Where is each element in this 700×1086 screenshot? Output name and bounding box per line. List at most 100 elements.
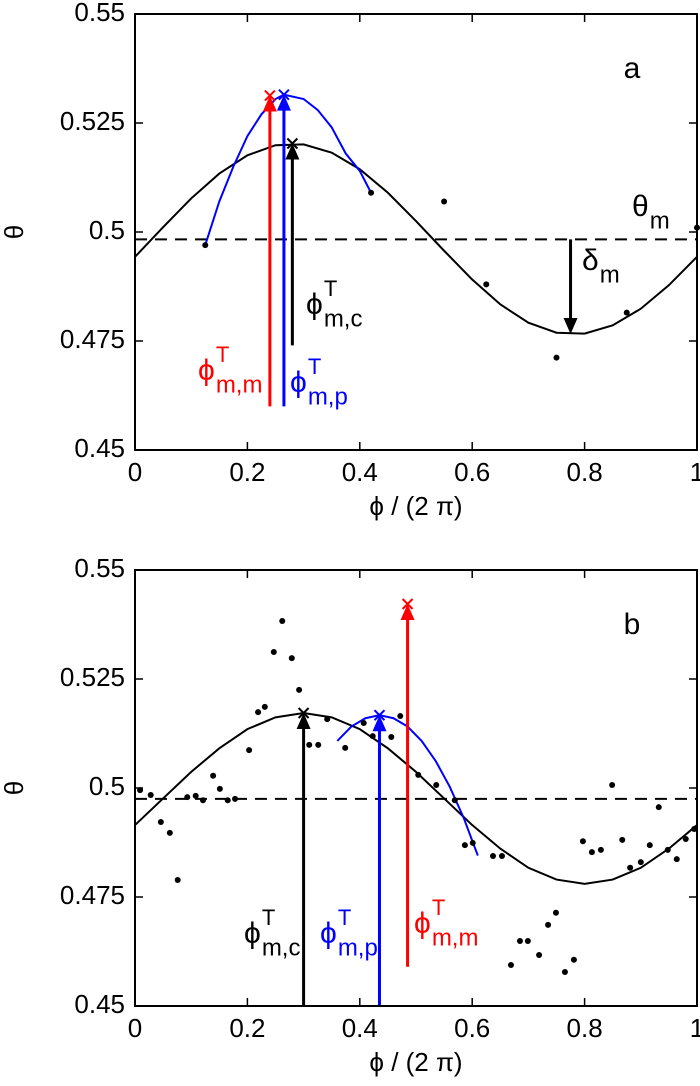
data-point bbox=[315, 741, 322, 748]
panel-label: a bbox=[624, 52, 641, 85]
data-point bbox=[691, 825, 698, 832]
data-point bbox=[184, 794, 191, 801]
annotation-sub: m bbox=[600, 261, 620, 288]
y-tick-label: 0.45 bbox=[74, 989, 125, 1019]
data-point bbox=[489, 853, 496, 860]
data-point bbox=[388, 733, 395, 740]
x-axis-label: ϕ / (2 π) bbox=[369, 1047, 462, 1077]
data-point bbox=[552, 909, 559, 916]
x-tick-label: 1 bbox=[690, 457, 700, 487]
arrow-head bbox=[400, 604, 415, 621]
x-tick-label: 0.4 bbox=[342, 1013, 378, 1043]
data-point bbox=[342, 744, 349, 751]
data-point bbox=[627, 864, 634, 871]
arrow-head bbox=[285, 143, 300, 160]
cross-marker bbox=[401, 598, 414, 610]
annotation-sub: m,c bbox=[262, 934, 301, 961]
y-tick-label: 0.475 bbox=[60, 324, 125, 354]
data-point bbox=[415, 771, 422, 778]
data-point bbox=[655, 804, 662, 811]
annotation: ϕ bbox=[306, 288, 323, 321]
data-point bbox=[288, 655, 295, 662]
annotation: ϕ bbox=[320, 917, 337, 950]
data-point bbox=[664, 846, 671, 853]
plot-frame bbox=[134, 569, 698, 1007]
annotation-sup: T bbox=[216, 342, 229, 367]
y-tick-label: 0.475 bbox=[60, 880, 125, 910]
data-point bbox=[137, 787, 144, 794]
x-axis-label: ϕ / (2 π) bbox=[369, 491, 462, 521]
data-point bbox=[597, 846, 604, 853]
data-point bbox=[232, 795, 239, 802]
x-tick-label: 0.6 bbox=[454, 1013, 490, 1043]
data-point bbox=[369, 733, 376, 740]
plot-frame bbox=[134, 13, 698, 451]
data-point bbox=[682, 836, 689, 843]
data-point bbox=[324, 716, 331, 723]
cross-marker bbox=[278, 88, 290, 101]
data-point bbox=[200, 797, 207, 804]
data-point bbox=[498, 853, 505, 860]
data-point bbox=[524, 938, 531, 945]
arrow-head bbox=[296, 713, 311, 730]
annotation-sup: T bbox=[262, 905, 275, 930]
arrow-head bbox=[262, 95, 277, 112]
data-point bbox=[588, 849, 595, 856]
panel-label: b bbox=[624, 608, 641, 641]
annotation: ϕ bbox=[244, 917, 261, 950]
data-point bbox=[296, 686, 303, 693]
annotation-sub: m,m bbox=[432, 924, 479, 951]
y-axis-label: θ bbox=[0, 781, 29, 795]
cross-marker bbox=[297, 707, 310, 719]
x-tick-label: 0 bbox=[128, 457, 142, 487]
data-point bbox=[441, 198, 448, 205]
data-point bbox=[433, 781, 440, 788]
data-point bbox=[147, 791, 154, 798]
cross-marker bbox=[373, 709, 386, 721]
data-point bbox=[157, 819, 164, 826]
annotation-sub: m,p bbox=[338, 934, 378, 961]
x-tick-label: 1 bbox=[690, 1013, 700, 1043]
arrow-head bbox=[563, 318, 578, 335]
y-axis-label: θ bbox=[0, 225, 29, 239]
data-point bbox=[261, 703, 268, 710]
data-point bbox=[210, 772, 217, 779]
annotation-sup: T bbox=[338, 905, 351, 930]
annotation-sub: m bbox=[650, 207, 670, 234]
data-point bbox=[579, 838, 586, 845]
y-tick-label: 0.525 bbox=[60, 662, 125, 692]
y-tick-label: 0.55 bbox=[74, 0, 125, 27]
x-tick-label: 0.2 bbox=[229, 457, 265, 487]
data-point bbox=[246, 747, 253, 754]
data-point bbox=[469, 839, 476, 846]
x-tick-label: 0.6 bbox=[454, 457, 490, 487]
annotation-sup: T bbox=[308, 354, 321, 379]
annotation-sup: T bbox=[432, 895, 445, 920]
data-point bbox=[451, 797, 458, 804]
data-point bbox=[637, 859, 644, 866]
y-tick-label: 0.5 bbox=[89, 771, 125, 801]
curve bbox=[134, 711, 698, 885]
curve bbox=[134, 143, 698, 335]
data-point bbox=[306, 741, 313, 748]
data-point bbox=[279, 618, 286, 625]
y-tick-label: 0.5 bbox=[89, 215, 125, 245]
data-point bbox=[216, 785, 223, 792]
data-point bbox=[461, 842, 468, 849]
data-point bbox=[619, 836, 626, 843]
data-point bbox=[192, 792, 199, 799]
y-tick-label: 0.525 bbox=[60, 106, 125, 136]
data-point bbox=[561, 968, 568, 975]
arrow-head bbox=[276, 94, 291, 111]
annotation: θ bbox=[632, 190, 649, 223]
x-tick-label: 0 bbox=[128, 1013, 142, 1043]
x-tick-label: 0.8 bbox=[567, 457, 603, 487]
annotation-sub: m,m bbox=[216, 371, 263, 398]
data-point bbox=[360, 720, 367, 727]
data-point bbox=[166, 829, 173, 836]
annotation: ϕ bbox=[414, 907, 431, 940]
y-tick-label: 0.45 bbox=[74, 433, 125, 463]
data-point bbox=[202, 242, 209, 249]
